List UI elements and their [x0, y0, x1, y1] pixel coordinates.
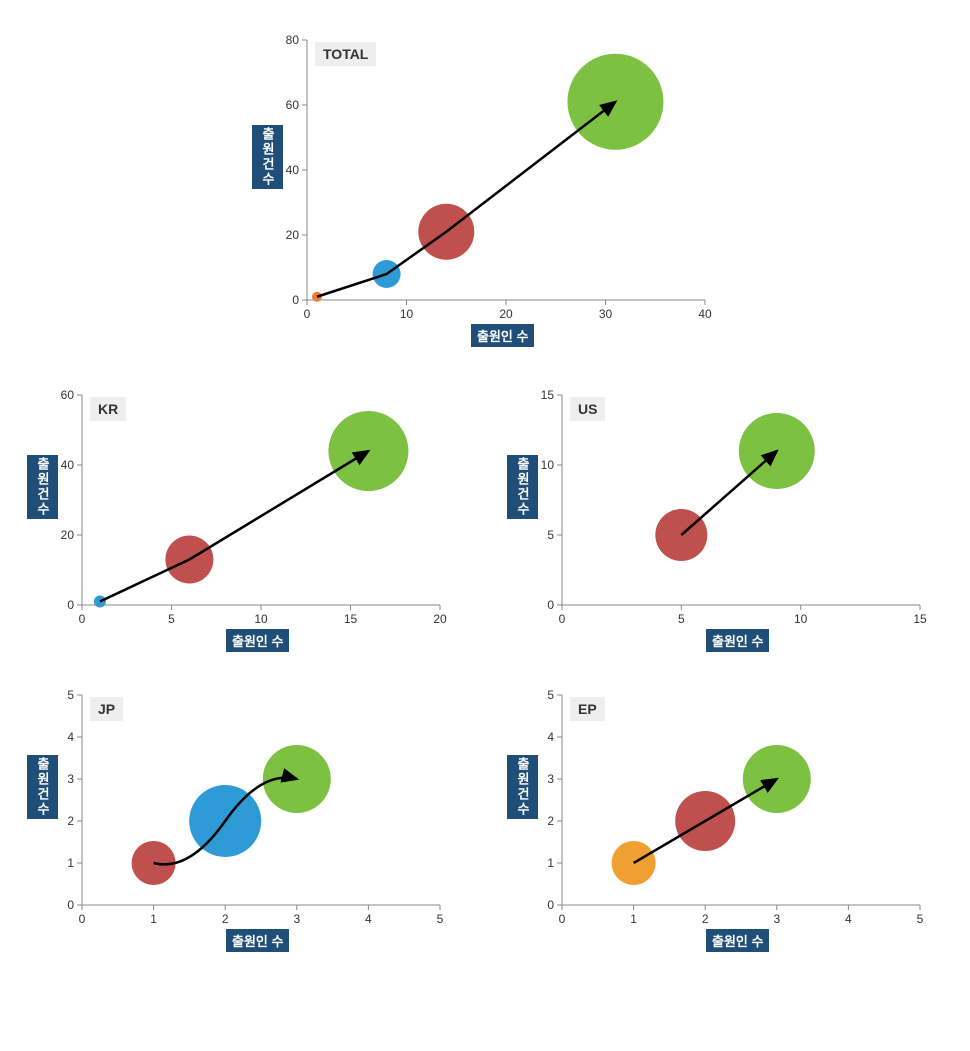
- chart-svg-jp: 0 1 2 3 4 5 0 1 2 3 4 5: [20, 675, 470, 965]
- x-tick-label: 5: [678, 612, 685, 626]
- y-tick-label: 4: [547, 730, 554, 744]
- chart-title: EP: [570, 697, 605, 721]
- chart-svg-us: 0 5 10 15 0 5 10 15: [500, 375, 950, 665]
- y-axis-label: 출원건수: [27, 455, 58, 519]
- x-tick-label: 10: [400, 307, 414, 321]
- x-tick-label: 5: [437, 912, 444, 926]
- x-tick-label: 0: [79, 612, 86, 626]
- y-tick-label: 5: [67, 688, 74, 702]
- y-tick-label: 3: [67, 772, 74, 786]
- y-axis-label: 출원건수: [252, 125, 283, 189]
- y-tick-label: 20: [61, 528, 75, 542]
- x-tick-label: 4: [365, 912, 372, 926]
- x-tick-label: 20: [433, 612, 447, 626]
- bubble: [612, 841, 656, 885]
- x-tick-label: 4: [845, 912, 852, 926]
- y-axis-label: 출원건수: [507, 455, 538, 519]
- y-tick-label: 0: [547, 598, 554, 612]
- chart-ep: 0 1 2 3 4 5 0 1 2 3 4 5 EP 출원건수출원인 수: [500, 675, 950, 965]
- chart-title: TOTAL: [315, 42, 376, 66]
- x-tick-label: 5: [168, 612, 175, 626]
- y-tick-label: 4: [67, 730, 74, 744]
- y-tick-label: 15: [541, 388, 555, 402]
- y-tick-label: 10: [541, 458, 555, 472]
- x-axis-label: 출원인 수: [226, 929, 289, 952]
- x-tick-label: 15: [344, 612, 358, 626]
- y-tick-label: 40: [61, 458, 75, 472]
- chart-total: 0 10 20 30 40 0 20 40 60 80 TOTAL 출원건수출원인 수: [235, 20, 735, 360]
- chart-kr: 0 5 10 15 20 0 20 40 60 KR 출원건수출원인 수: [20, 375, 470, 665]
- trend-arrow: [681, 451, 776, 535]
- y-tick-label: 5: [547, 688, 554, 702]
- y-axis-label: 출원건수: [507, 755, 538, 819]
- x-tick-label: 30: [599, 307, 613, 321]
- bubble: [655, 509, 707, 561]
- x-tick-label: 0: [304, 307, 311, 321]
- x-tick-label: 3: [773, 912, 780, 926]
- x-tick-label: 0: [559, 912, 566, 926]
- chart-svg-kr: 0 5 10 15 20 0 20 40 60: [20, 375, 470, 665]
- chart-jp: 0 1 2 3 4 5 0 1 2 3 4 5 JP 출원건수출원인 수: [20, 675, 470, 965]
- x-tick-label: 2: [702, 912, 709, 926]
- y-tick-label: 5: [547, 528, 554, 542]
- y-tick-label: 1: [67, 856, 74, 870]
- y-tick-label: 0: [67, 898, 74, 912]
- chart-us: 0 5 10 15 0 5 10 15 US 출원건수출원인 수: [500, 375, 950, 665]
- x-tick-label: 1: [630, 912, 637, 926]
- y-tick-label: 20: [286, 228, 300, 242]
- chart-svg-total: 0 10 20 30 40 0 20 40 60 80: [235, 20, 735, 360]
- chart-title: JP: [90, 697, 123, 721]
- x-tick-label: 0: [559, 612, 566, 626]
- x-tick-label: 5: [917, 912, 924, 926]
- x-tick-label: 2: [222, 912, 229, 926]
- y-tick-label: 0: [547, 898, 554, 912]
- y-axis-label: 출원건수: [27, 755, 58, 819]
- y-tick-label: 40: [286, 163, 300, 177]
- y-tick-label: 2: [547, 814, 554, 828]
- x-tick-label: 10: [794, 612, 808, 626]
- x-tick-label: 20: [499, 307, 513, 321]
- chart-svg-ep: 0 1 2 3 4 5 0 1 2 3 4 5: [500, 675, 950, 965]
- x-axis-label: 출원인 수: [706, 629, 769, 652]
- chart-title: US: [570, 397, 605, 421]
- chart-title: KR: [90, 397, 126, 421]
- y-tick-label: 60: [61, 388, 75, 402]
- y-tick-label: 80: [286, 33, 300, 47]
- x-tick-label: 15: [913, 612, 927, 626]
- y-tick-label: 0: [67, 598, 74, 612]
- x-axis-label: 출원인 수: [226, 629, 289, 652]
- x-axis-label: 출원인 수: [706, 929, 769, 952]
- trend-arrow: [100, 451, 369, 602]
- x-tick-label: 0: [79, 912, 86, 926]
- y-tick-label: 3: [547, 772, 554, 786]
- y-tick-label: 1: [547, 856, 554, 870]
- x-tick-label: 10: [254, 612, 268, 626]
- trend-arrow: [317, 102, 616, 297]
- y-tick-label: 0: [292, 293, 299, 307]
- y-tick-label: 2: [67, 814, 74, 828]
- y-tick-label: 60: [286, 98, 300, 112]
- x-tick-label: 1: [150, 912, 157, 926]
- x-tick-label: 40: [698, 307, 712, 321]
- x-tick-label: 3: [293, 912, 300, 926]
- x-axis-label: 출원인 수: [471, 324, 534, 347]
